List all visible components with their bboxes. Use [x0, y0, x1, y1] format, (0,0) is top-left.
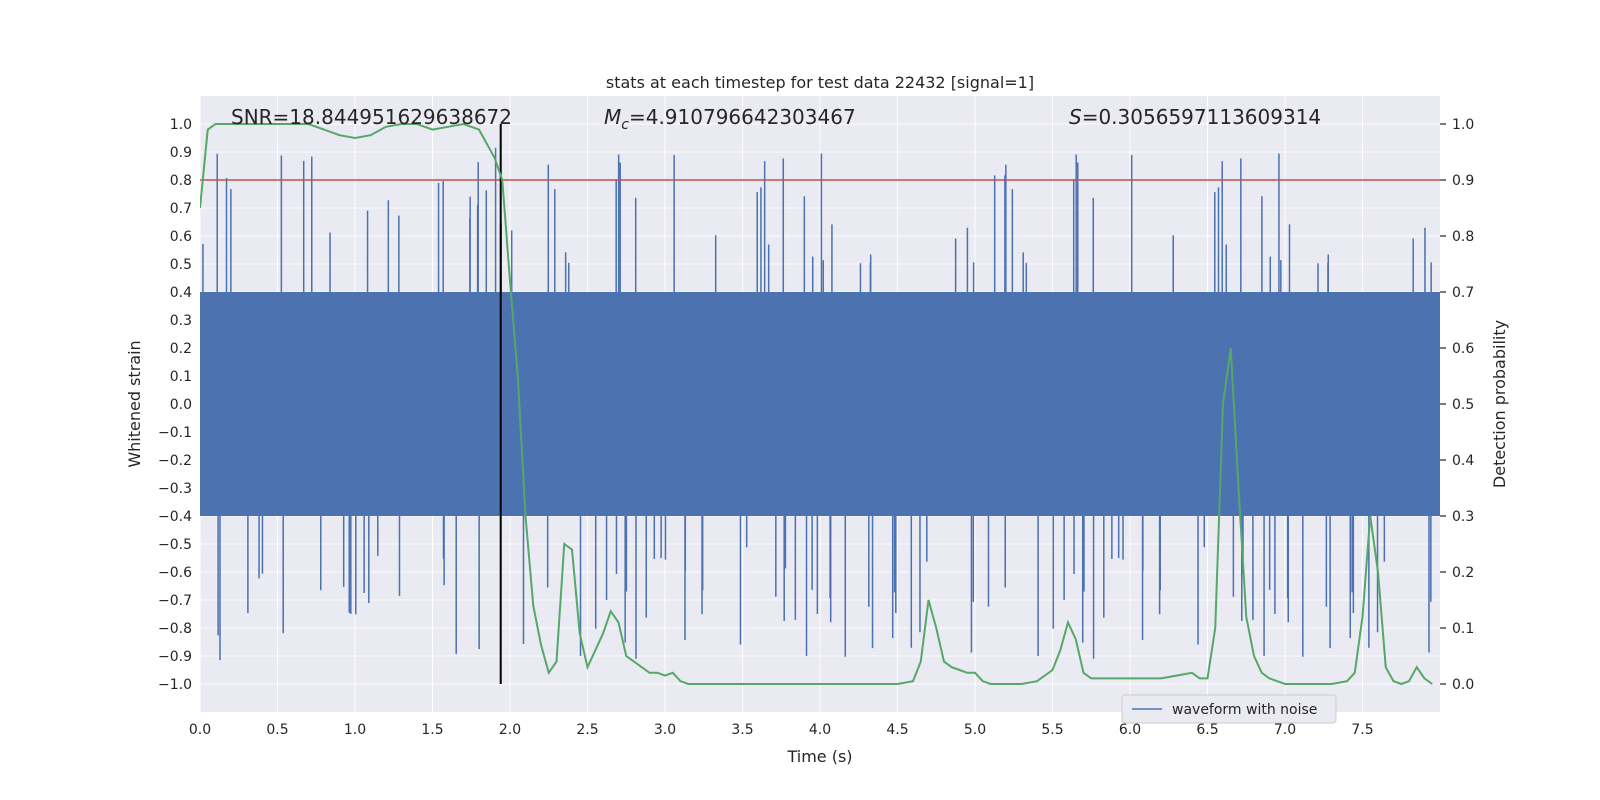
x-tick-label: 7.0 — [1274, 722, 1296, 738]
y-tick-label: 0.5 — [170, 257, 192, 273]
legend-box — [1121, 694, 1337, 724]
y2-tick-label: 0.3 — [1452, 509, 1474, 525]
y-tick-label: −0.2 — [158, 453, 192, 469]
y-axis-label: Whitened strain — [125, 340, 144, 467]
y2-axis-label: Detection probability — [1490, 320, 1509, 488]
x-tick-label: 3.0 — [654, 722, 676, 738]
x-tick-label: 5.5 — [1041, 722, 1063, 738]
chirp-mass-subscript: c — [621, 117, 629, 133]
y-tick-label: 0.8 — [170, 173, 192, 189]
x-axis-label: Time (s) — [786, 747, 852, 766]
y-tick-label: −0.9 — [158, 649, 192, 665]
x-tick-label: 3.5 — [731, 722, 753, 738]
chirp-mass-annotation: Mc=4.910796642303467 — [604, 105, 856, 133]
y2-tick-label: 0.1 — [1452, 621, 1474, 637]
detection-probability-series — [200, 122, 1433, 686]
chirp-mass-symbol: M — [604, 105, 621, 129]
probability-line — [200, 122, 1433, 686]
y-axis-ticks: 1.0 0.9 0.8 0.7 0.6 0.5 0.4 0.3 0.2 0.1 0.0 −0.1 −0.… — [158, 117, 192, 693]
y2-tick-label: 0.5 — [1452, 397, 1474, 413]
x-tick-label: 4.5 — [886, 722, 908, 738]
x-tick-label: 2.0 — [499, 722, 521, 738]
y-tick-label: −1.0 — [158, 677, 192, 693]
x-tick-label: 4.0 — [809, 722, 831, 738]
y2-axis-ticks: 1.0 0.9 0.8 0.7 0.6 0.5 0.4 0.3 0.2 0.1 0.0 — [1440, 117, 1474, 693]
y2-tick-label: 0.8 — [1452, 229, 1474, 245]
x-tick-label: 6.5 — [1196, 722, 1218, 738]
y-tick-label: 0.6 — [170, 229, 192, 245]
y-tick-label: 0.4 — [170, 285, 192, 301]
y-tick-label: 0.2 — [170, 341, 192, 357]
legend: waveform with noise — [1121, 694, 1337, 724]
y2-tick-label: 0.7 — [1452, 285, 1474, 301]
y-tick-label: −0.5 — [158, 537, 192, 553]
y2-tick-label: 0.2 — [1452, 565, 1474, 581]
snr-annotation: SNR=18.844951629638672 — [231, 105, 512, 129]
y-tick-label: 0.3 — [170, 313, 192, 329]
x-tick-label: 5.0 — [964, 722, 986, 738]
x-tick-label: 1.5 — [421, 722, 443, 738]
s-value: =0.3056597113609314 — [1082, 105, 1321, 129]
y-tick-label: 0.0 — [170, 397, 192, 413]
y2-tick-label: 0.4 — [1452, 453, 1474, 469]
y2-tick-label: 0.0 — [1452, 677, 1474, 693]
waveform-line — [200, 147, 1440, 661]
y2-tick-label: 1.0 — [1452, 117, 1474, 133]
x-tick-label: 2.5 — [576, 722, 598, 738]
y-tick-label: −0.6 — [158, 565, 192, 581]
y-tick-label: −0.3 — [158, 481, 192, 497]
y-tick-label: −0.7 — [158, 593, 192, 609]
chirp-mass-value: =4.910796642303467 — [629, 105, 856, 129]
x-tick-label: 1.0 — [344, 722, 366, 738]
y2-tick-label: 0.9 — [1452, 173, 1474, 189]
x-tick-label: 0.0 — [189, 722, 211, 738]
x-tick-label: 0.5 — [266, 722, 288, 738]
s-symbol: S — [1069, 105, 1082, 129]
x-axis-ticks: 0.0 0.5 1.0 1.5 2.0 2.5 3.0 3.5 4.0 4.5 5.0 5.5 6.0 6… — [189, 722, 1374, 738]
y2-tick-label: 0.6 — [1452, 341, 1474, 357]
chart-title: stats at each timestep for test data 224… — [606, 73, 1034, 92]
y-tick-label: 1.0 — [170, 117, 192, 133]
x-tick-label: 6.0 — [1119, 722, 1141, 738]
y-tick-label: −0.1 — [158, 425, 192, 441]
y-tick-label: 0.1 — [170, 369, 192, 385]
legend-entry-label: waveform with noise — [1172, 702, 1317, 718]
y-tick-label: −0.8 — [158, 621, 192, 637]
x-tick-label: 7.5 — [1351, 722, 1373, 738]
y-tick-label: −0.4 — [158, 509, 192, 525]
s-annotation: S=0.3056597113609314 — [1069, 105, 1321, 129]
y-tick-label: 0.9 — [170, 145, 192, 161]
y-tick-label: 0.7 — [170, 201, 192, 217]
